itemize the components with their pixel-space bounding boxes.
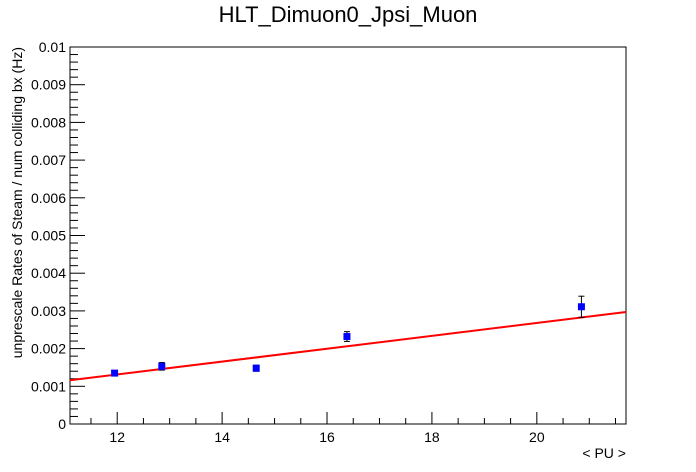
y-tick-label: 0: [58, 416, 66, 432]
chart-title: HLT_Dimuon0_Jpsi_Muon: [219, 2, 478, 27]
data-point: [578, 303, 585, 310]
plot-frame: [70, 47, 626, 424]
axis-ticks: [70, 47, 616, 424]
y-tick-label: 0.008: [31, 114, 66, 130]
x-tick-label: 12: [109, 429, 125, 445]
data-points: [111, 296, 585, 376]
x-tick-label: 16: [319, 429, 335, 445]
y-tick-label: 0.01: [39, 39, 66, 55]
y-tick-label: 0.009: [31, 77, 66, 93]
y-tick-label: 0.004: [31, 265, 66, 281]
data-point: [343, 333, 350, 340]
x-tick-label: 14: [214, 429, 230, 445]
y-tick-label: 0.005: [31, 228, 66, 244]
y-tick-labels: 0 0.001 0.002 0.003 0.004 0.005 0.006 0.007 0.00…: [31, 39, 66, 432]
data-point: [111, 370, 118, 377]
x-tick-labels: 12 14 16 18 20: [109, 429, 544, 445]
y-tick-label: 0.006: [31, 190, 66, 206]
fit-line: [70, 312, 626, 380]
x-tick-label: 20: [529, 429, 545, 445]
y-tick-label: 0.003: [31, 303, 66, 319]
data-point: [158, 363, 165, 370]
x-tick-label: 18: [424, 429, 440, 445]
y-tick-label: 0.001: [31, 378, 66, 394]
y-axis-title: unprescale Rates of Steam / num collidin…: [9, 47, 25, 358]
x-axis-title: < PU >: [582, 445, 626, 461]
y-tick-label: 0.007: [31, 152, 66, 168]
data-point: [253, 365, 260, 372]
y-tick-label: 0.002: [31, 341, 66, 357]
